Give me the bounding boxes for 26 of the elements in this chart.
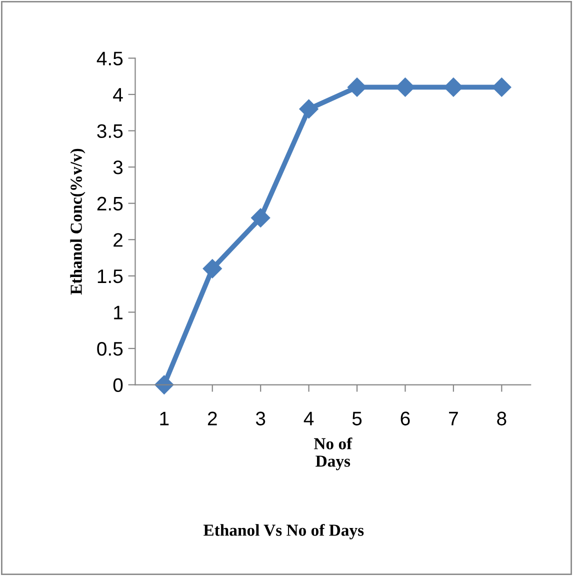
point xyxy=(202,259,222,278)
y-tick-label: 2 xyxy=(114,233,122,247)
y-tick-label: 1 xyxy=(114,306,122,320)
x-tick-label: 6 xyxy=(400,412,410,426)
y-axis-title: Ethanol Conc(%v/v) xyxy=(70,148,86,295)
y-tick-label: 0.5 xyxy=(97,342,123,356)
x-tick-label: 7 xyxy=(449,412,458,426)
y-tick-label: 0 xyxy=(113,378,123,392)
text: Ethanol Vs No of Days xyxy=(204,524,364,540)
y-tick-label: 4 xyxy=(113,88,123,102)
x-tick-label: 3 xyxy=(256,412,266,426)
x-tick-label: 1 xyxy=(160,412,169,426)
x-axis-title: No of Days xyxy=(314,437,352,470)
x-tick-label: 5 xyxy=(352,412,362,426)
y-tick-label: 3.5 xyxy=(97,124,123,138)
y-tick-label: 1.5 xyxy=(98,270,123,284)
y-tick-label: 4.5 xyxy=(96,52,123,66)
x-tick-label: 4 xyxy=(304,412,314,426)
y-tick-label: 2.5 xyxy=(97,196,123,211)
y-tick-label: 3 xyxy=(113,160,123,174)
x-tick-label: 2 xyxy=(208,412,217,426)
x-tick-label: 8 xyxy=(497,412,506,426)
point xyxy=(299,99,318,119)
point xyxy=(396,78,415,97)
point xyxy=(492,78,512,97)
point xyxy=(251,208,270,228)
